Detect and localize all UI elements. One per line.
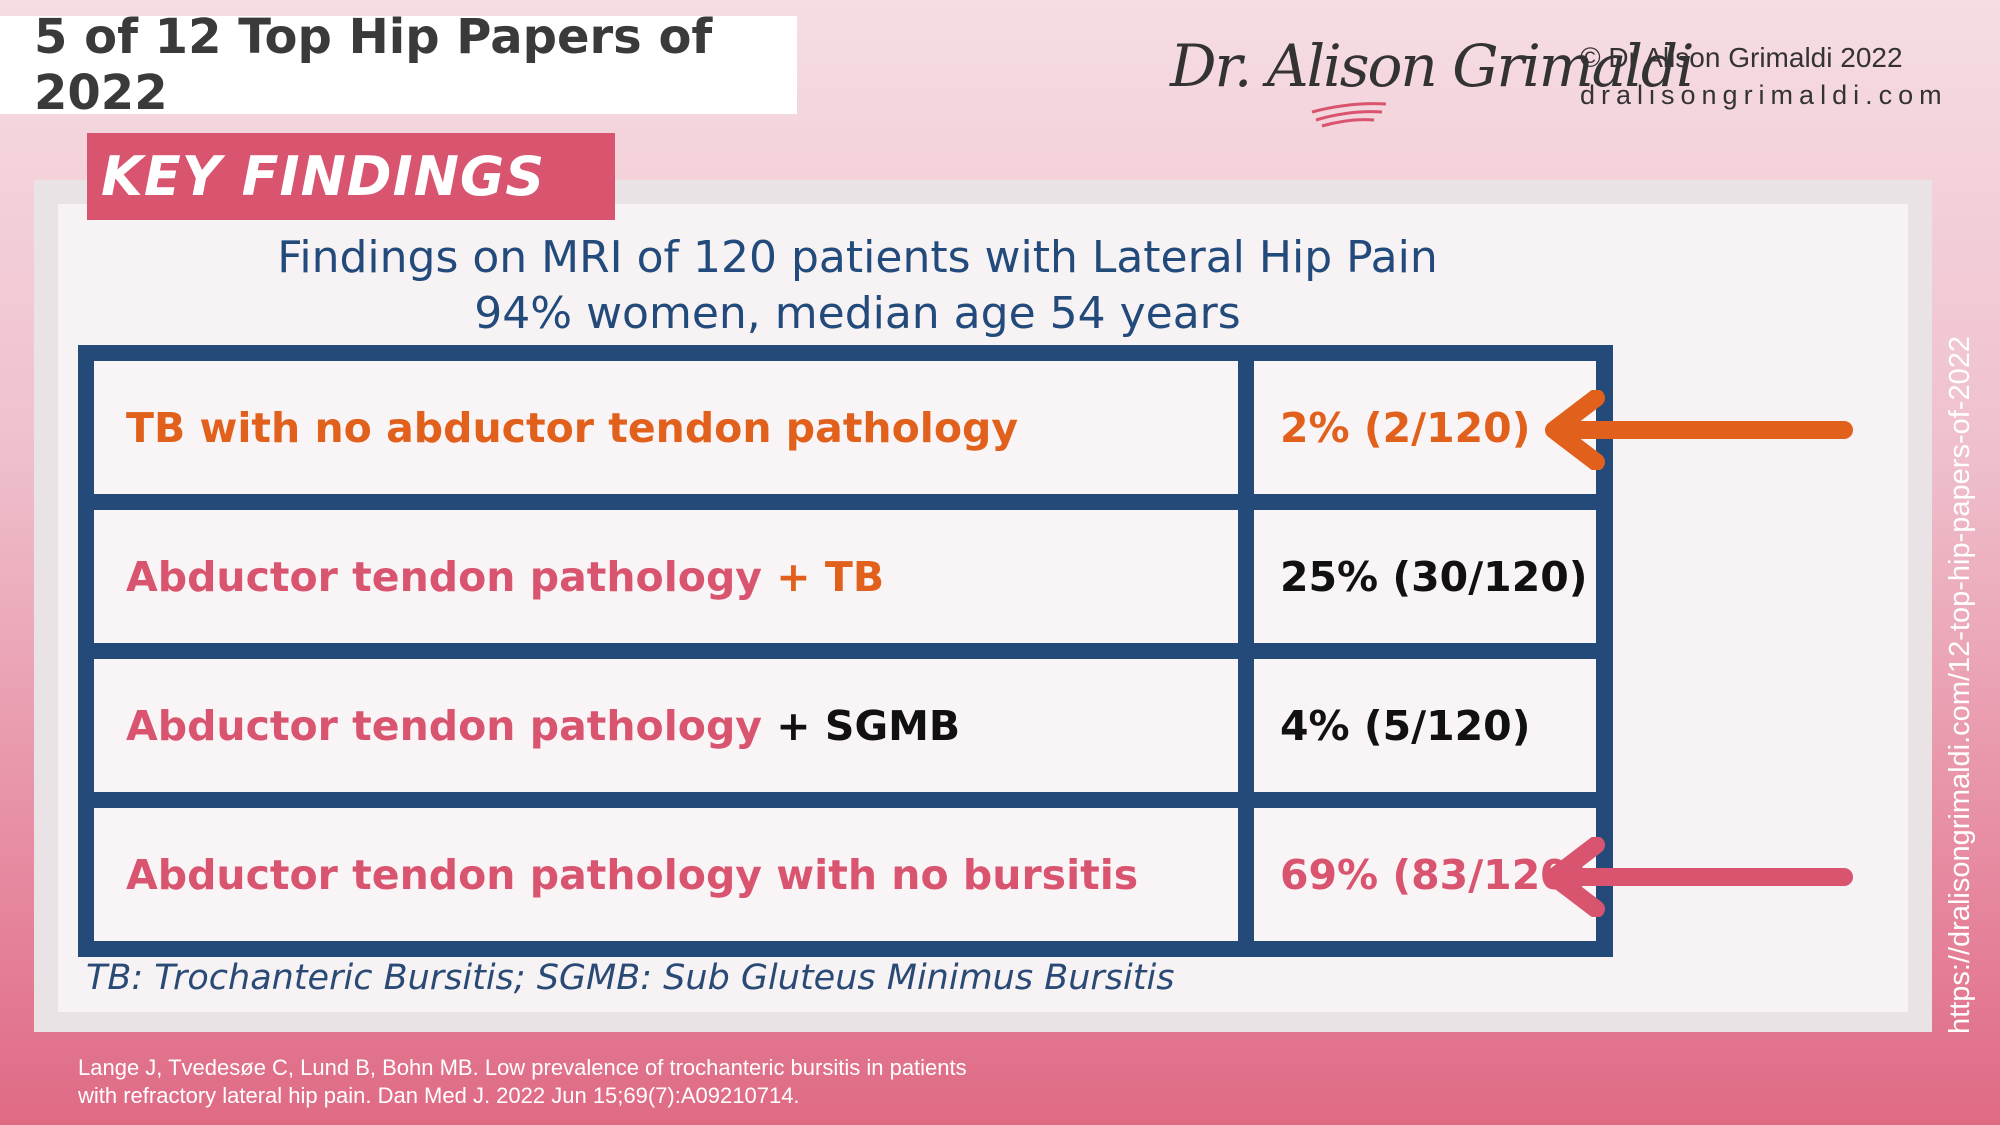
table-row-label: Abductor tendon pathology + SGMB [94,659,1238,792]
row-value: 25% (30/120) [1280,552,1588,601]
signature-underline-icon [1311,102,1387,128]
findings-title-line1: Findings on MRI of 120 patients with Lat… [277,232,1438,283]
row-value: 69% (83/120) [1280,850,1588,899]
section-tag-label: KEY FINDINGS [101,145,546,208]
row-value: 2% (2/120) [1280,403,1531,452]
arrow-left-pink-icon [1545,837,1853,917]
citation: Lange J, Tvedesøe C, Lund B, Bohn MB. Lo… [78,1054,967,1110]
row-label-main: Abductor tendon pathology [126,552,763,601]
findings-table: TB with no abductor tendon pathology 2% … [78,345,1613,957]
citation-line1: Lange J, Tvedesøe C, Lund B, Bohn MB. Lo… [78,1055,967,1080]
series-title: 5 of 12 Top Hip Papers of 2022 [34,9,713,121]
website-link[interactable]: dralisongrimaldi.com [1580,80,1948,110]
abbreviations-footnote: TB: Trochanteric Bursitis; SGMB: Sub Glu… [86,958,1175,998]
findings-title: Findings on MRI of 120 patients with Lat… [80,230,1635,342]
table-row-label: TB with no abductor tendon pathology [94,361,1238,494]
table-row-value: 25% (30/120) [1254,510,1596,643]
side-url-link[interactable]: https://dralisongrimaldi.com/12-top-hip-… [1944,336,1976,1034]
row-label-main: Abductor tendon pathology with no bursit… [126,850,1139,899]
copyright-text: © Dr Alison Grimaldi 2022 [1580,42,1903,73]
findings-subtitle: 94% women, median age 54 years [474,288,1241,339]
table-row-label: Abductor tendon pathology + TB [94,510,1238,643]
table-row-value: 4% (5/120) [1254,659,1596,792]
row-label-main: TB with no abductor tendon pathology [126,403,1019,452]
table-row-value: 69% (83/120) [1254,808,1596,941]
table-row-label: Abductor tendon pathology with no bursit… [94,808,1238,941]
signature-logo: Dr. Alison Grimaldi [1170,32,1695,132]
arrow-left-orange-icon [1545,390,1853,470]
row-label-main: Abductor tendon pathology [126,701,763,750]
signature-text: Dr. Alison Grimaldi [1170,32,1695,100]
citation-line2: with refractory lateral hip pain. Dan Me… [78,1083,800,1108]
section-tag: KEY FINDINGS [87,133,615,220]
series-banner: 5 of 12 Top Hip Papers of 2022 [0,9,797,121]
table-row-value: 2% (2/120) [1254,361,1596,494]
row-value: 4% (5/120) [1280,701,1531,750]
row-label-suffix: + SGMB [762,701,961,750]
row-label-suffix: + TB [762,552,885,601]
